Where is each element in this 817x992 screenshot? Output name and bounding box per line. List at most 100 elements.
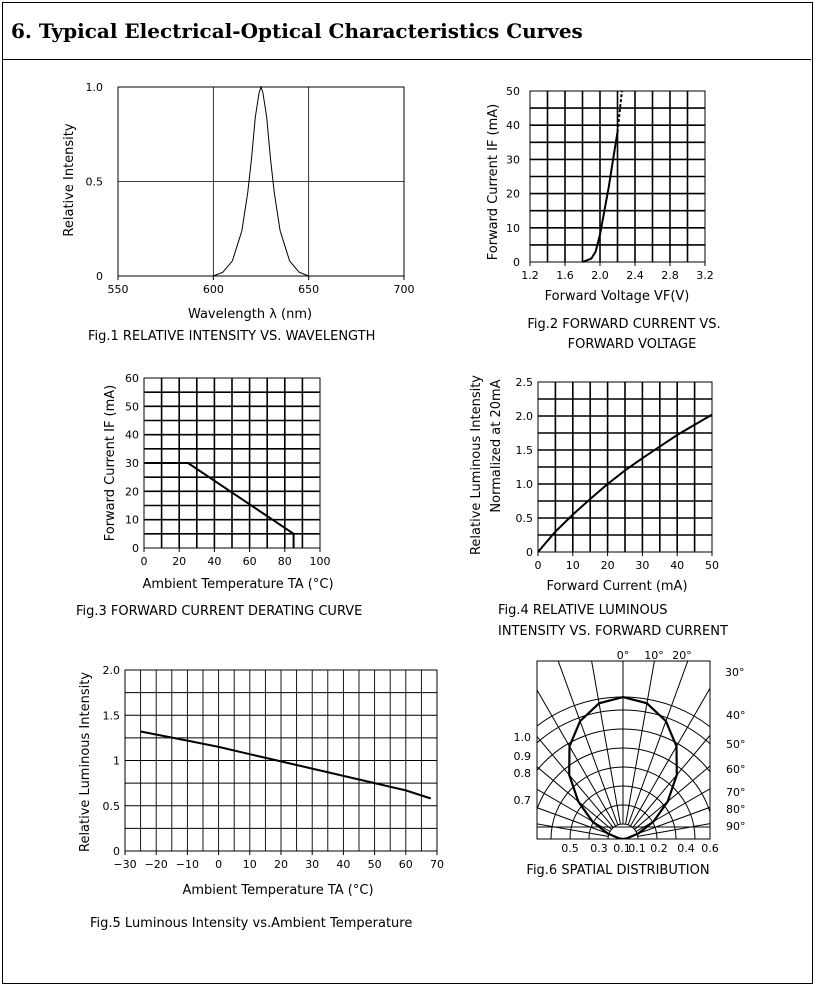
- x-tick-label: 0: [535, 559, 542, 572]
- x-axis-label: Forward Current (mA): [546, 579, 687, 594]
- x-tick-label: 30: [635, 559, 649, 572]
- y-tick-label: 0: [113, 845, 120, 858]
- x-tick-label: 40: [670, 559, 684, 572]
- fig2-chart: 1.2 1.6 2.0 2.4 2.8 3.2 0 10 20 30 40 50 Forward Vol…: [486, 85, 721, 352]
- x-tick-label: −20: [145, 858, 168, 871]
- y-tick-label: 10: [125, 514, 139, 527]
- angle-label: 60°: [726, 763, 746, 776]
- radius-scale-label: 0.2: [650, 842, 668, 855]
- polar-grid-spoke: [591, 661, 621, 825]
- radius-scale-label: 0.1: [628, 842, 646, 855]
- polar-grid-spoke: [537, 823, 609, 837]
- polar-grid-spoke: [627, 661, 689, 826]
- x-tick-label: 80: [278, 555, 292, 568]
- y-tick-label: 50: [506, 85, 520, 98]
- y-tick-label: 30: [125, 457, 139, 470]
- radial-label: 0.7: [514, 794, 532, 807]
- angle-label: 30°: [725, 666, 745, 679]
- fig4-series-line-0: [537, 413, 713, 553]
- x-tick-label: 2.8: [661, 269, 679, 282]
- y-axis-label: Relative Luminous Intensity: [469, 375, 484, 555]
- x-tick-label: 70: [430, 858, 444, 871]
- radius-scale-label: 0.6: [701, 842, 719, 855]
- y-tick-label: 1.5: [516, 444, 534, 457]
- polar-grid-spoke: [537, 735, 614, 828]
- y-tick-label: 0: [96, 270, 103, 283]
- y-tick-label: 20: [506, 188, 520, 201]
- y-tick-label: 30: [506, 153, 520, 166]
- fig6-chart: 0° 10° 20° 30° 40° 50° 60° 70° 80° 90° 1.0 0.9 0.8 0.…: [514, 649, 746, 878]
- figure-caption: Fig.4 RELATIVE LUMINOUS: [498, 603, 668, 618]
- radius-scale-label: 0.3: [590, 842, 608, 855]
- fig6-grid: [537, 661, 710, 839]
- polar-grid-spoke: [636, 806, 710, 835]
- y-tick-label: 0.5: [86, 176, 104, 189]
- header-bar: [2, 2, 811, 60]
- polar-grid-spoke: [630, 687, 710, 827]
- y-tick-label: 60: [125, 372, 139, 385]
- x-tick-label: 60: [243, 555, 257, 568]
- radius-scale-label: 0.4: [677, 842, 695, 855]
- x-tick-label: 60: [399, 858, 413, 871]
- fig3-series-line-0: [144, 462, 295, 548]
- figure-caption: FORWARD VOLTAGE: [568, 337, 697, 352]
- fig5-chart: −30 −20 −10 0 10 20 30 40 50 60 70 0 0.5 1 1.5 2.0 Ambie…: [78, 664, 444, 931]
- page-title: 6. Typical Electrical-Optical Characteri…: [11, 19, 583, 43]
- y-tick-label: 1: [113, 755, 120, 768]
- x-tick-label: 0: [141, 555, 148, 568]
- angle-label: 90°: [726, 820, 746, 833]
- radius-scale-label: 0.5: [561, 842, 579, 855]
- x-tick-label: 700: [394, 283, 415, 296]
- x-tick-label: 1.6: [556, 269, 574, 282]
- angle-label: 40°: [726, 709, 746, 722]
- x-tick-label: 650: [298, 283, 319, 296]
- y-tick-label: 0.5: [103, 800, 121, 813]
- figure-caption: Fig.5 Luminous Intensity vs.Ambient Temp…: [90, 916, 412, 931]
- x-axis-label: Ambient Temperature TA (°C): [182, 883, 373, 898]
- x-tick-label: −10: [176, 858, 199, 871]
- figure-caption: Fig.1 RELATIVE INTENSITY VS. WAVELENGTH: [88, 329, 375, 344]
- radial-label: 0.9: [514, 750, 532, 763]
- angle-label: 20°: [672, 649, 692, 662]
- y-axis-label: Relative Luminous Intensity: [78, 672, 93, 852]
- x-tick-label: 50: [368, 858, 382, 871]
- figure-caption: Fig.3 FORWARD CURRENT DERATING CURVE: [76, 604, 362, 619]
- polar-grid-spoke: [537, 689, 616, 827]
- x-tick-label: 550: [108, 283, 129, 296]
- y-tick-label: 0: [513, 256, 520, 269]
- x-tick-label: 40: [207, 555, 221, 568]
- x-tick-label: 1.2: [521, 269, 539, 282]
- fig1-series-line-0: [213, 85, 309, 277]
- fig3-chart: 0 20 40 60 80 100 0 10 20 30 40 50 60 Ambient Tempera…: [76, 372, 362, 619]
- y-tick-label: 40: [125, 429, 139, 442]
- polar-grid-spoke: [632, 734, 710, 828]
- x-tick-label: 2.0: [591, 269, 609, 282]
- angle-label: 80°: [726, 803, 746, 816]
- y-axis-label: Relative Intensity: [62, 123, 77, 236]
- y-tick-label: 1.5: [103, 709, 121, 722]
- x-tick-label: 20: [172, 555, 186, 568]
- radial-label: 0.8: [514, 767, 532, 780]
- fig1-chart: 550 600 650 700 0 0.5 1.0 Wavelength λ (nm) Rela…: [62, 81, 415, 344]
- x-axis-label: Ambient Temperature TA (°C): [142, 577, 333, 592]
- y-axis-label: Forward Current IF (mA): [103, 385, 118, 542]
- y-tick-label: 50: [125, 400, 139, 413]
- y-tick-label: 2.0: [103, 664, 121, 677]
- y-tick-label: 2.5: [516, 376, 534, 389]
- x-tick-label: 100: [310, 555, 331, 568]
- angle-label: 0°: [617, 649, 630, 662]
- fig4-chart: 0 10 20 30 40 50 0 0.5 1.0 1.5 2.0 2.5 Forward Curre…: [469, 375, 728, 639]
- angle-label: 50°: [726, 738, 746, 751]
- x-tick-label: 0: [215, 858, 222, 871]
- figure-caption: Fig.2 FORWARD CURRENT VS.: [527, 317, 720, 332]
- figure-caption: INTENSITY VS. FORWARD CURRENT: [498, 624, 728, 639]
- x-tick-label: 40: [336, 858, 350, 871]
- x-tick-label: 10: [566, 559, 580, 572]
- fig2-series-line-0: [582, 131, 619, 263]
- x-tick-label: −30: [113, 858, 136, 871]
- y-axis-label: Forward Current IF (mA): [486, 104, 501, 261]
- y-axis-label: Normalized at 20mA: [489, 379, 504, 512]
- y-tick-label: 0: [132, 542, 139, 555]
